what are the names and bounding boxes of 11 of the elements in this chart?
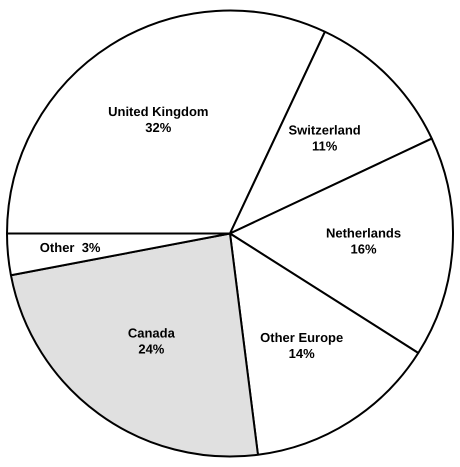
slice-label: Other 3% (40, 240, 101, 256)
data-label: 24% (138, 341, 165, 356)
slice-label: Other Europe (260, 330, 344, 346)
data-label: 11% (312, 138, 338, 154)
slice-label: United Kingdom (108, 104, 208, 120)
slice-label: Switzerland (288, 122, 361, 138)
data-label: 16% (350, 241, 377, 256)
slice-label: Netherlands (326, 225, 402, 240)
data-label: 14% (288, 346, 316, 362)
slice-label: Canada (128, 325, 176, 340)
data-label: 32% (145, 120, 172, 136)
